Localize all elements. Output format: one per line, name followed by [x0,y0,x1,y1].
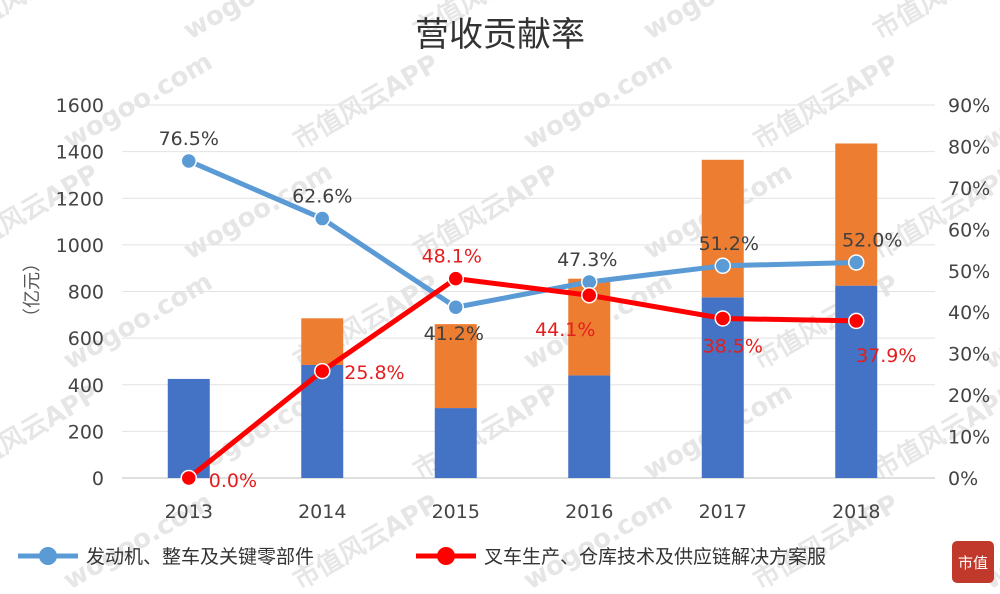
right-axis-ticks: 0% 10% 20% 30% 40% 50% 60% 70% 80% 90% [948,95,990,490]
data-label-1: 25.8% [344,362,404,384]
y-tick-label: 1400 [56,142,104,164]
left-axis-ticks: 0 200 400 600 800 1000 1200 1400 1600 [56,95,104,490]
y-tick-label: 400 [68,375,104,397]
badge-background [952,541,994,583]
bar-segment-0 [568,375,611,478]
y2-tick-label: 20% [948,385,990,407]
series-point-1 [581,286,598,304]
legend-label-engine: 发动机、整车及关键零部件 [86,546,314,568]
series-point-0 [447,298,464,316]
y-tick-label: 1600 [56,95,104,117]
watermark-text: wogoo.com [639,0,798,46]
watermark-text: 市值风云APP [868,0,1000,46]
bar-segment-1 [701,159,744,298]
x-tick-label: 2018 [832,501,880,523]
y2-tick-label: 30% [948,344,990,366]
y2-tick-label: 10% [948,427,990,449]
bar-segment-1 [434,324,477,409]
legend: 发动机、整车及关键零部件 叉车生产、仓库技术及供应链解决方案服 [18,546,826,568]
watermark-text: wogoo.com [179,0,338,46]
y-tick-label: 1200 [56,188,104,210]
data-label-1: 38.5% [703,335,763,357]
y-tick-label: 0 [92,468,104,490]
watermark-text: 市值风云APP [0,0,104,46]
y2-tick-label: 60% [948,219,990,241]
x-tick-label: 2017 [699,501,747,523]
series-point-0 [180,152,197,170]
y2-tick-label: 80% [948,136,990,158]
y2-tick-label: 90% [948,95,990,117]
bar-segment-1 [301,318,344,365]
watermark-badge: 市值 [952,541,994,583]
data-label-0: 47.3% [557,249,617,271]
series-point-0 [714,257,731,275]
series-point-1 [714,310,731,327]
chart-title: 营收贡献率 [415,15,585,55]
data-label-1: 37.9% [856,345,916,367]
y-tick-label: 1000 [56,235,104,257]
series-point-1 [180,469,197,487]
data-label-0: 52.0% [842,229,902,251]
y2-tick-label: 0% [948,468,978,490]
data-label-0: 62.6% [292,186,352,208]
series-line-0 [186,158,859,310]
y2-tick-label: 40% [948,302,990,324]
legend-label-forklift: 叉车生产、仓库技术及供应链解决方案服 [484,546,826,568]
x-tick-label: 2013 [165,501,213,523]
legend-swatch-dot-engine [39,547,57,565]
data-label-1: 48.1% [422,246,482,268]
series-point-1 [848,312,865,330]
watermark-text: 市值风云APP [748,488,904,594]
watermark-text: wogoo.com [519,47,678,156]
series-point-1 [447,270,464,287]
y-axis-label: （亿元） [22,254,43,326]
badge-text: 市值 [958,554,988,572]
series-line-1 [186,276,859,481]
watermark-text: 市值风云APP [408,378,564,486]
bar-segment-0 [167,378,210,478]
y-tick-label: 800 [68,282,104,304]
data-label-0: 76.5% [159,128,219,150]
series-point-0 [848,254,865,271]
data-label-0: 51.2% [699,233,759,255]
x-tick-label: 2015 [432,501,480,523]
data-label-0: 41.2% [424,323,484,345]
bar-segment-0 [701,297,744,478]
watermark-text: 市值风云APP [288,48,444,156]
watermark-text: 市值风云APP [748,48,904,156]
watermark-text: wogoo.com [179,157,338,266]
y2-tick-label: 50% [948,261,990,283]
data-label-1: 44.1% [535,319,595,341]
y-tick-label: 200 [68,421,104,443]
y2-tick-label: 70% [948,178,990,200]
x-tick-label: 2014 [298,501,346,523]
series-point-1 [314,362,331,380]
bar-segment-0 [434,408,477,478]
x-axis-ticks: 2013 2014 2015 2016 2017 2018 [165,501,881,523]
lines: 76.5% 62.6% 41.2% 47.3% 51.2% 52.0% 0.0% 25.8% 4… [159,128,917,492]
series-point-0 [314,210,331,227]
data-label-1: 0.0% [209,470,257,492]
y-tick-label: 600 [68,328,104,350]
x-tick-label: 2016 [565,501,613,523]
legend-swatch-dot-forklift [437,547,455,565]
